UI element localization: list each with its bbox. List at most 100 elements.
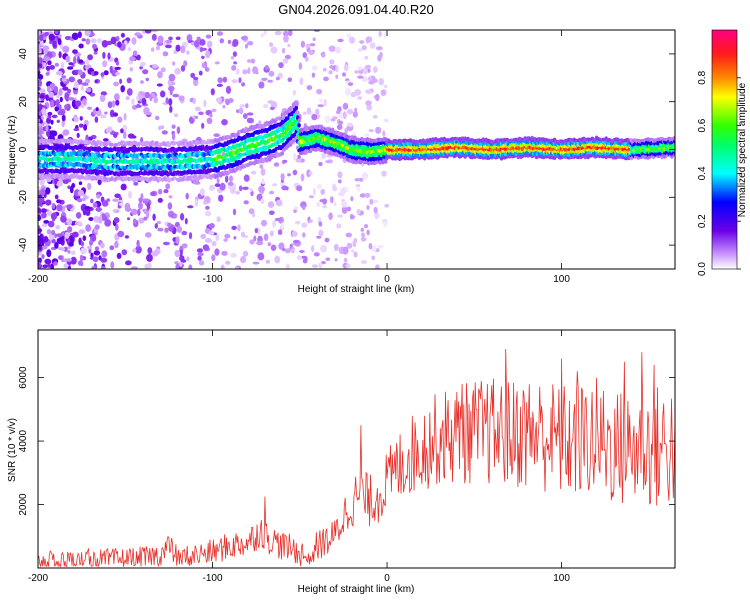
heatmap-noise-cell [124, 202, 131, 211]
y-tick-label: 6000 [18, 366, 29, 389]
heatmap-noise-cell [292, 239, 300, 244]
heatmap-noise-cell [84, 206, 91, 211]
heatmap-noise-cell [318, 221, 323, 227]
heatmap-noise-cell [360, 227, 364, 232]
heatmap-noise-cell [55, 99, 60, 107]
heatmap-noise-cell [73, 116, 79, 123]
heatmap-noise-cell [342, 246, 349, 255]
heatmap-noise-cell [211, 240, 217, 247]
heatmap-noise-cell [151, 33, 157, 41]
heatmap-noise-cell [175, 236, 180, 244]
heatmap-noise-cell [337, 179, 342, 184]
heatmap-noise-cell [243, 174, 250, 182]
heatmap-noise-cell [127, 47, 132, 51]
heatmap-noise-cell [308, 195, 314, 199]
heatmap-noise-cell [74, 221, 79, 225]
heatmap-noise-cell [273, 162, 280, 167]
heatmap-noise-cell [336, 110, 341, 115]
heatmap-ridge-cell [286, 116, 290, 121]
heatmap-noise-cell [85, 78, 91, 84]
heatmap-noise-cell [242, 69, 248, 75]
heatmap-noise-cell [113, 217, 120, 224]
heatmap-noise-cell [87, 245, 93, 250]
heatmap-noise-cell [144, 263, 149, 269]
heatmap-noise-cell [44, 258, 52, 265]
heatmap-noise-cell [145, 77, 149, 82]
heatmap-noise-cell [150, 191, 156, 196]
heatmap-noise-cell [186, 50, 190, 55]
heatmap-noise-cell [368, 80, 375, 85]
heatmap-noise-cell [312, 37, 316, 41]
heatmap-noise-cell [290, 249, 295, 253]
x-tick-label: 100 [553, 573, 570, 584]
heatmap-noise-cell [267, 201, 275, 209]
heatmap-noise-cell [146, 202, 150, 211]
heatmap-noise-cell [171, 124, 176, 129]
heatmap-noise-cell [85, 224, 92, 232]
heatmap-noise-cell [322, 204, 328, 209]
heatmap-noise-cell [129, 67, 133, 72]
heatmap-noise-cell [203, 99, 207, 108]
heatmap-noise-cell [285, 263, 290, 269]
heatmap-noise-cell [287, 43, 291, 48]
heatmap-noise-cell [204, 238, 212, 243]
heatmap-noise-cell [211, 108, 217, 113]
heatmap-noise-cell [49, 83, 55, 89]
heatmap-noise-cell [346, 108, 354, 115]
heatmap-noise-cell [82, 235, 87, 241]
heatmap-noise-cell [254, 227, 258, 234]
heatmap-noise-cell [367, 68, 371, 73]
heatmap-noise-cell [125, 96, 130, 101]
heatmap-noise-cell [294, 206, 299, 211]
heatmap-noise-cell [47, 220, 55, 228]
heatmap-noise-cell [201, 55, 205, 60]
heatmap-noise-cell [49, 130, 57, 137]
heatmap-noise-cell [193, 40, 200, 48]
heatmap-noise-cell [324, 115, 331, 123]
heatmap-noise-cell [112, 209, 118, 213]
heatmap-noise-cell [224, 233, 231, 239]
heatmap-noise-cell [267, 242, 272, 247]
heatmap-noise-cell [245, 43, 248, 49]
heatmap-noise-cell [274, 217, 281, 222]
heatmap-noise-cell [174, 68, 181, 75]
heatmap-noise-cell [229, 175, 233, 182]
heatmap-noise-cell [338, 112, 345, 118]
heatmap-noise-cell [197, 255, 202, 261]
heatmap-noise-cell [72, 49, 78, 54]
heatmap-noise-cell [242, 250, 249, 257]
heatmap-noise-cell [202, 244, 210, 251]
heatmap-noise-cell [92, 202, 98, 208]
heatmap-noise-cell [272, 183, 278, 187]
heatmap-noise-cell [236, 68, 240, 75]
heatmap-noise-cell [275, 199, 283, 207]
heatmap-noise-cell [350, 196, 354, 202]
heatmap-noise-cell [383, 84, 388, 89]
heatmap-noise-cell [278, 216, 284, 224]
heatmap-noise-cell [101, 40, 109, 48]
heatmap-noise-cell [354, 177, 361, 182]
heatmap-noise-cell [160, 90, 166, 98]
heatmap-noise-cell [359, 177, 364, 182]
heatmap-noise-cell [38, 67, 41, 72]
heatmap-noise-cell [243, 200, 249, 205]
heatmap-noise-cell [105, 127, 113, 133]
heatmap-noise-cell [357, 75, 364, 79]
heatmap-noise-cell [41, 223, 48, 227]
heatmap-noise-cell [79, 116, 83, 121]
heatmap-noise-cell [199, 188, 205, 196]
y-tick-label: -20 [18, 190, 29, 205]
heatmap-noise-cell [377, 54, 382, 62]
heatmap-noise-cell [110, 36, 117, 45]
heatmap-noise-cell [41, 244, 48, 250]
heatmap-noise-cell [192, 97, 196, 105]
heatmap-noise-cell [349, 36, 355, 44]
heatmap-noise-cell [67, 185, 71, 189]
heatmap-noise-cell [320, 188, 326, 195]
heatmap-noise-cell [140, 80, 144, 84]
y-tick-label: 40 [18, 48, 29, 60]
heatmap-noise-cell [107, 101, 113, 109]
heatmap-noise-cell [308, 50, 315, 56]
heatmap-noise-cell [45, 124, 49, 132]
